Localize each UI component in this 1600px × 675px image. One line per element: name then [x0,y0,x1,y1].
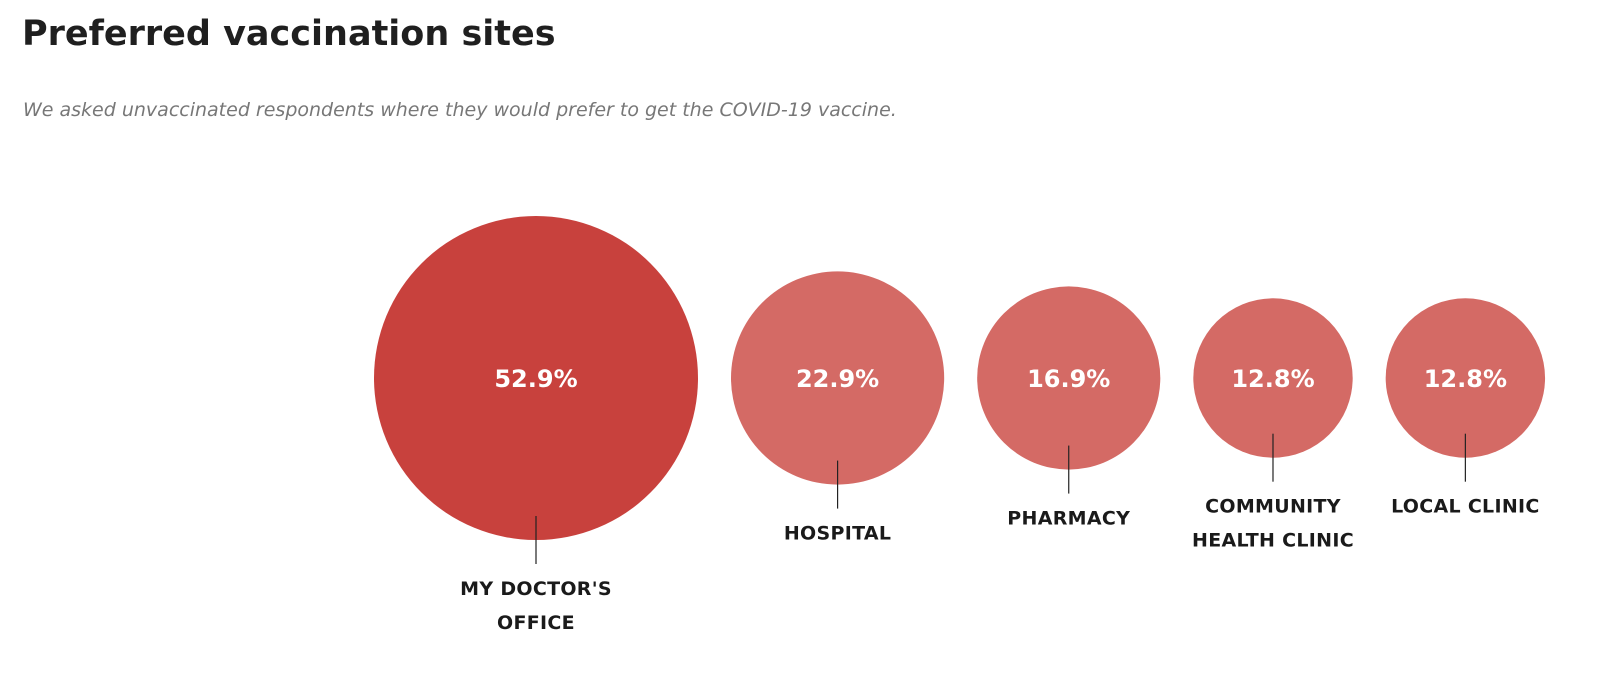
category-label: MY DOCTOR'S OFFICE [460,578,612,634]
bubble [1193,298,1353,458]
chart-subtitle: We asked unvaccinated respondents where … [23,99,897,121]
bubble-value-label: 52.9% [494,365,577,393]
bubble-value-label: 12.8% [1231,365,1314,393]
bubble-group: 52.9% MY DOCTOR'S OFFICE [374,216,698,634]
category-label-line: LOCAL CLINIC [1391,496,1540,518]
bubble-group: 12.8% LOCAL CLINIC [1385,298,1546,518]
category-label: COMMUNITY HEALTH CLINIC [1192,496,1354,552]
category-label: HOSPITAL [784,523,891,545]
category-label-line: OFFICE [497,612,575,634]
category-label: LOCAL CLINIC [1391,496,1540,518]
bubble-group: 22.9% HOSPITAL [731,271,945,545]
category-label-line: PHARMACY [1007,508,1130,530]
bubble [1385,298,1546,458]
bubble [731,271,945,485]
bubble [374,216,698,540]
category-label-line: MY DOCTOR'S [460,578,612,600]
bubble-value-label: 22.9% [796,365,879,393]
category-label: PHARMACY [1007,508,1130,530]
category-label-line: HOSPITAL [784,523,891,545]
bubble [977,286,1161,470]
bubble-value-label: 16.9% [1027,365,1110,393]
bubble-group: 12.8% COMMUNITY HEALTH CLINIC [1192,298,1354,552]
bubble-value-label: 12.8% [1424,365,1507,393]
category-label-line: HEALTH CLINIC [1192,530,1354,552]
category-label-line: COMMUNITY [1205,496,1341,518]
bubble-group: 16.9% PHARMACY [977,286,1161,530]
chart-title: Preferred vaccination sites [22,14,556,54]
